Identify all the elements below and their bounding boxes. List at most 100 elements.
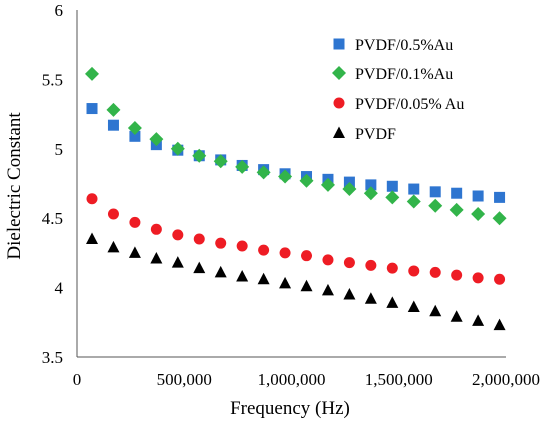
data-point [235, 159, 250, 174]
data-point [107, 208, 119, 220]
data-point [363, 186, 378, 201]
data-point [129, 216, 141, 228]
data-point [365, 179, 377, 191]
legend-item: PVDF/0.05% Au [333, 96, 464, 113]
data-point [386, 262, 398, 274]
x-tick-labels: 0 500,000 1,000,000 1,500,000 2,000,000 [73, 370, 540, 389]
data-point [86, 103, 98, 115]
data-point [129, 130, 141, 142]
data-point [493, 318, 506, 331]
data-point [236, 240, 248, 252]
data-point [214, 265, 227, 278]
data-point [450, 310, 463, 322]
data-point [279, 276, 292, 289]
data-point [472, 314, 485, 326]
data-point [472, 190, 484, 202]
y-tick-labels: 3.5 4 4.5 5 5.5 6 [42, 1, 64, 367]
data-point [386, 180, 398, 192]
legend-label: PVDF/0.1%Au [355, 66, 453, 83]
data-point [429, 304, 442, 317]
data-point [150, 251, 163, 264]
y-axis-title: Dielectric Constant [4, 112, 25, 260]
data-point [86, 193, 98, 205]
data-point [171, 256, 184, 268]
data-point [364, 292, 377, 304]
x-axis-title: Frequency (Hz) [230, 398, 350, 419]
data-point [322, 254, 334, 266]
data-point [257, 272, 270, 285]
legend-label: PVDF [355, 126, 396, 143]
data-point [85, 66, 100, 81]
data-point [192, 148, 207, 163]
legend-marker [333, 126, 345, 138]
data-point [407, 300, 420, 313]
legend-marker [333, 38, 345, 50]
series-2 [86, 193, 506, 285]
data-point [215, 237, 227, 249]
data-point [321, 283, 334, 296]
data-point [386, 296, 399, 308]
data-point [279, 247, 291, 259]
legend-item: PVDF/0.1%Au [332, 66, 453, 83]
x-tick-label: 1,500,000 [365, 370, 433, 389]
data-point [365, 259, 377, 271]
legend-item: PVDF/0.5%Au [333, 37, 453, 54]
data-point [128, 246, 141, 258]
series-3 [86, 232, 506, 331]
data-point [258, 244, 270, 256]
series-1 [85, 66, 507, 226]
data-point [107, 240, 120, 253]
data-point [472, 272, 484, 284]
data-point [429, 186, 441, 198]
data-point [449, 202, 464, 217]
data-point [193, 261, 206, 274]
data-point [86, 232, 99, 245]
data-point [494, 273, 506, 285]
data-point [299, 173, 314, 188]
data-point [429, 266, 441, 278]
data-point [278, 169, 293, 184]
data-point [107, 119, 119, 131]
x-tick-label: 0 [73, 370, 82, 389]
data-point [494, 191, 506, 203]
data-point [213, 154, 228, 169]
data-point [342, 182, 357, 197]
data-point [256, 165, 271, 180]
data-point [385, 190, 400, 205]
legend-label: PVDF/0.5%Au [355, 37, 453, 54]
y-tick-label: 3.5 [42, 348, 63, 367]
y-tick-label: 6 [55, 1, 64, 20]
data-points [85, 66, 507, 331]
data-point [236, 269, 249, 282]
data-point [150, 223, 162, 235]
data-point [172, 229, 184, 241]
series-0 [86, 103, 506, 203]
legend-marker [333, 97, 345, 109]
data-point [406, 194, 421, 209]
legend-marker [332, 66, 346, 80]
data-point [127, 120, 142, 135]
legend-item: PVDF [333, 126, 396, 143]
data-point [471, 207, 486, 222]
y-tick-label: 5 [55, 140, 64, 159]
data-point [193, 233, 205, 245]
data-point [428, 198, 443, 213]
y-tick-label: 5.5 [42, 70, 63, 89]
data-point [106, 102, 121, 117]
data-point [149, 132, 164, 147]
data-point [408, 183, 420, 195]
legend-label: PVDF/0.05% Au [355, 96, 464, 113]
data-point [343, 288, 356, 300]
x-tick-label: 2,000,000 [472, 370, 540, 389]
data-point [408, 265, 420, 277]
legend: PVDF/0.5%Au PVDF/0.1%Au PVDF/0.05% Au PVDF [332, 37, 464, 143]
data-point [301, 250, 313, 262]
x-tick-label: 500,000 [157, 370, 212, 389]
data-point [170, 141, 185, 156]
data-point [343, 257, 355, 269]
data-point [300, 279, 313, 292]
data-point [451, 269, 463, 281]
y-tick-label: 4.5 [42, 209, 63, 228]
data-point [492, 211, 507, 226]
